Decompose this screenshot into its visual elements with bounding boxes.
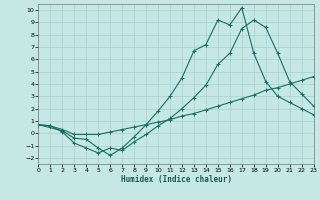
X-axis label: Humidex (Indice chaleur): Humidex (Indice chaleur): [121, 175, 231, 184]
